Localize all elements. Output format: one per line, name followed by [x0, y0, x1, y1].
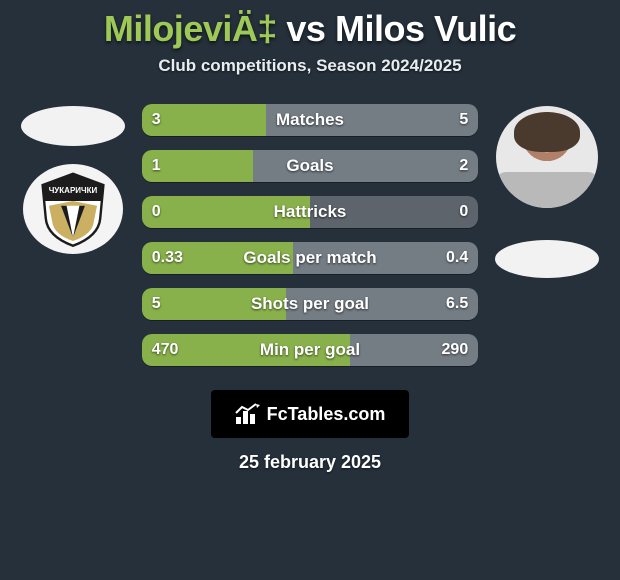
left-side: ЧУКАРИЧКИ [20, 106, 126, 254]
date-text: 25 february 2025 [20, 452, 600, 473]
title-player1: MilojeviÄ‡ [104, 8, 277, 49]
stat-left-value: 3 [142, 104, 266, 136]
stat-left-value: 470 [142, 334, 351, 366]
title-player2: Milos Vulic [335, 8, 516, 49]
subtitle: Club competitions, Season 2024/2025 [20, 56, 600, 76]
stat-bar: 56.5Shots per goal [142, 288, 478, 320]
stat-right-value: 0 [310, 196, 478, 228]
stat-right-value: 0.4 [293, 242, 478, 274]
stat-bar: 35Matches [142, 104, 478, 136]
stat-bar: 00Hattricks [142, 196, 478, 228]
stat-bar: 0.330.4Goals per match [142, 242, 478, 274]
stat-left-value: 0.33 [142, 242, 293, 274]
stat-right-value: 2 [253, 150, 478, 182]
stat-bar: 12Goals [142, 150, 478, 182]
right-side [494, 106, 600, 278]
club-crest-icon: ЧУКАРИЧКИ [33, 169, 113, 249]
stat-right-value: 6.5 [286, 288, 478, 320]
player2-club-placeholder [495, 240, 599, 278]
player1-club-badge: ЧУКАРИЧКИ [23, 164, 123, 254]
brand-chart-icon [235, 403, 261, 425]
page-title: MilojeviÄ‡ vs Milos Vulic [20, 8, 600, 50]
stat-bar: 470290Min per goal [142, 334, 478, 366]
brand-badge: FcTables.com [211, 390, 409, 438]
stat-left-value: 1 [142, 150, 253, 182]
svg-text:ЧУКАРИЧКИ: ЧУКАРИЧКИ [49, 186, 98, 195]
stat-bars: 35Matches 12Goals 00Hattricks 0.330.4Goals … [142, 104, 478, 366]
stat-left-value: 0 [142, 196, 310, 228]
player2-avatar [496, 106, 598, 208]
stat-right-value: 290 [350, 334, 478, 366]
stat-left-value: 5 [142, 288, 287, 320]
brand-text: FcTables.com [267, 404, 386, 425]
comparison-row: ЧУКАРИЧКИ 35Matches 12Goals 00Hattricks 0.3… [20, 106, 600, 366]
title-vs: vs [286, 8, 325, 49]
stat-right-value: 5 [266, 104, 478, 136]
player1-avatar-placeholder [21, 106, 125, 146]
